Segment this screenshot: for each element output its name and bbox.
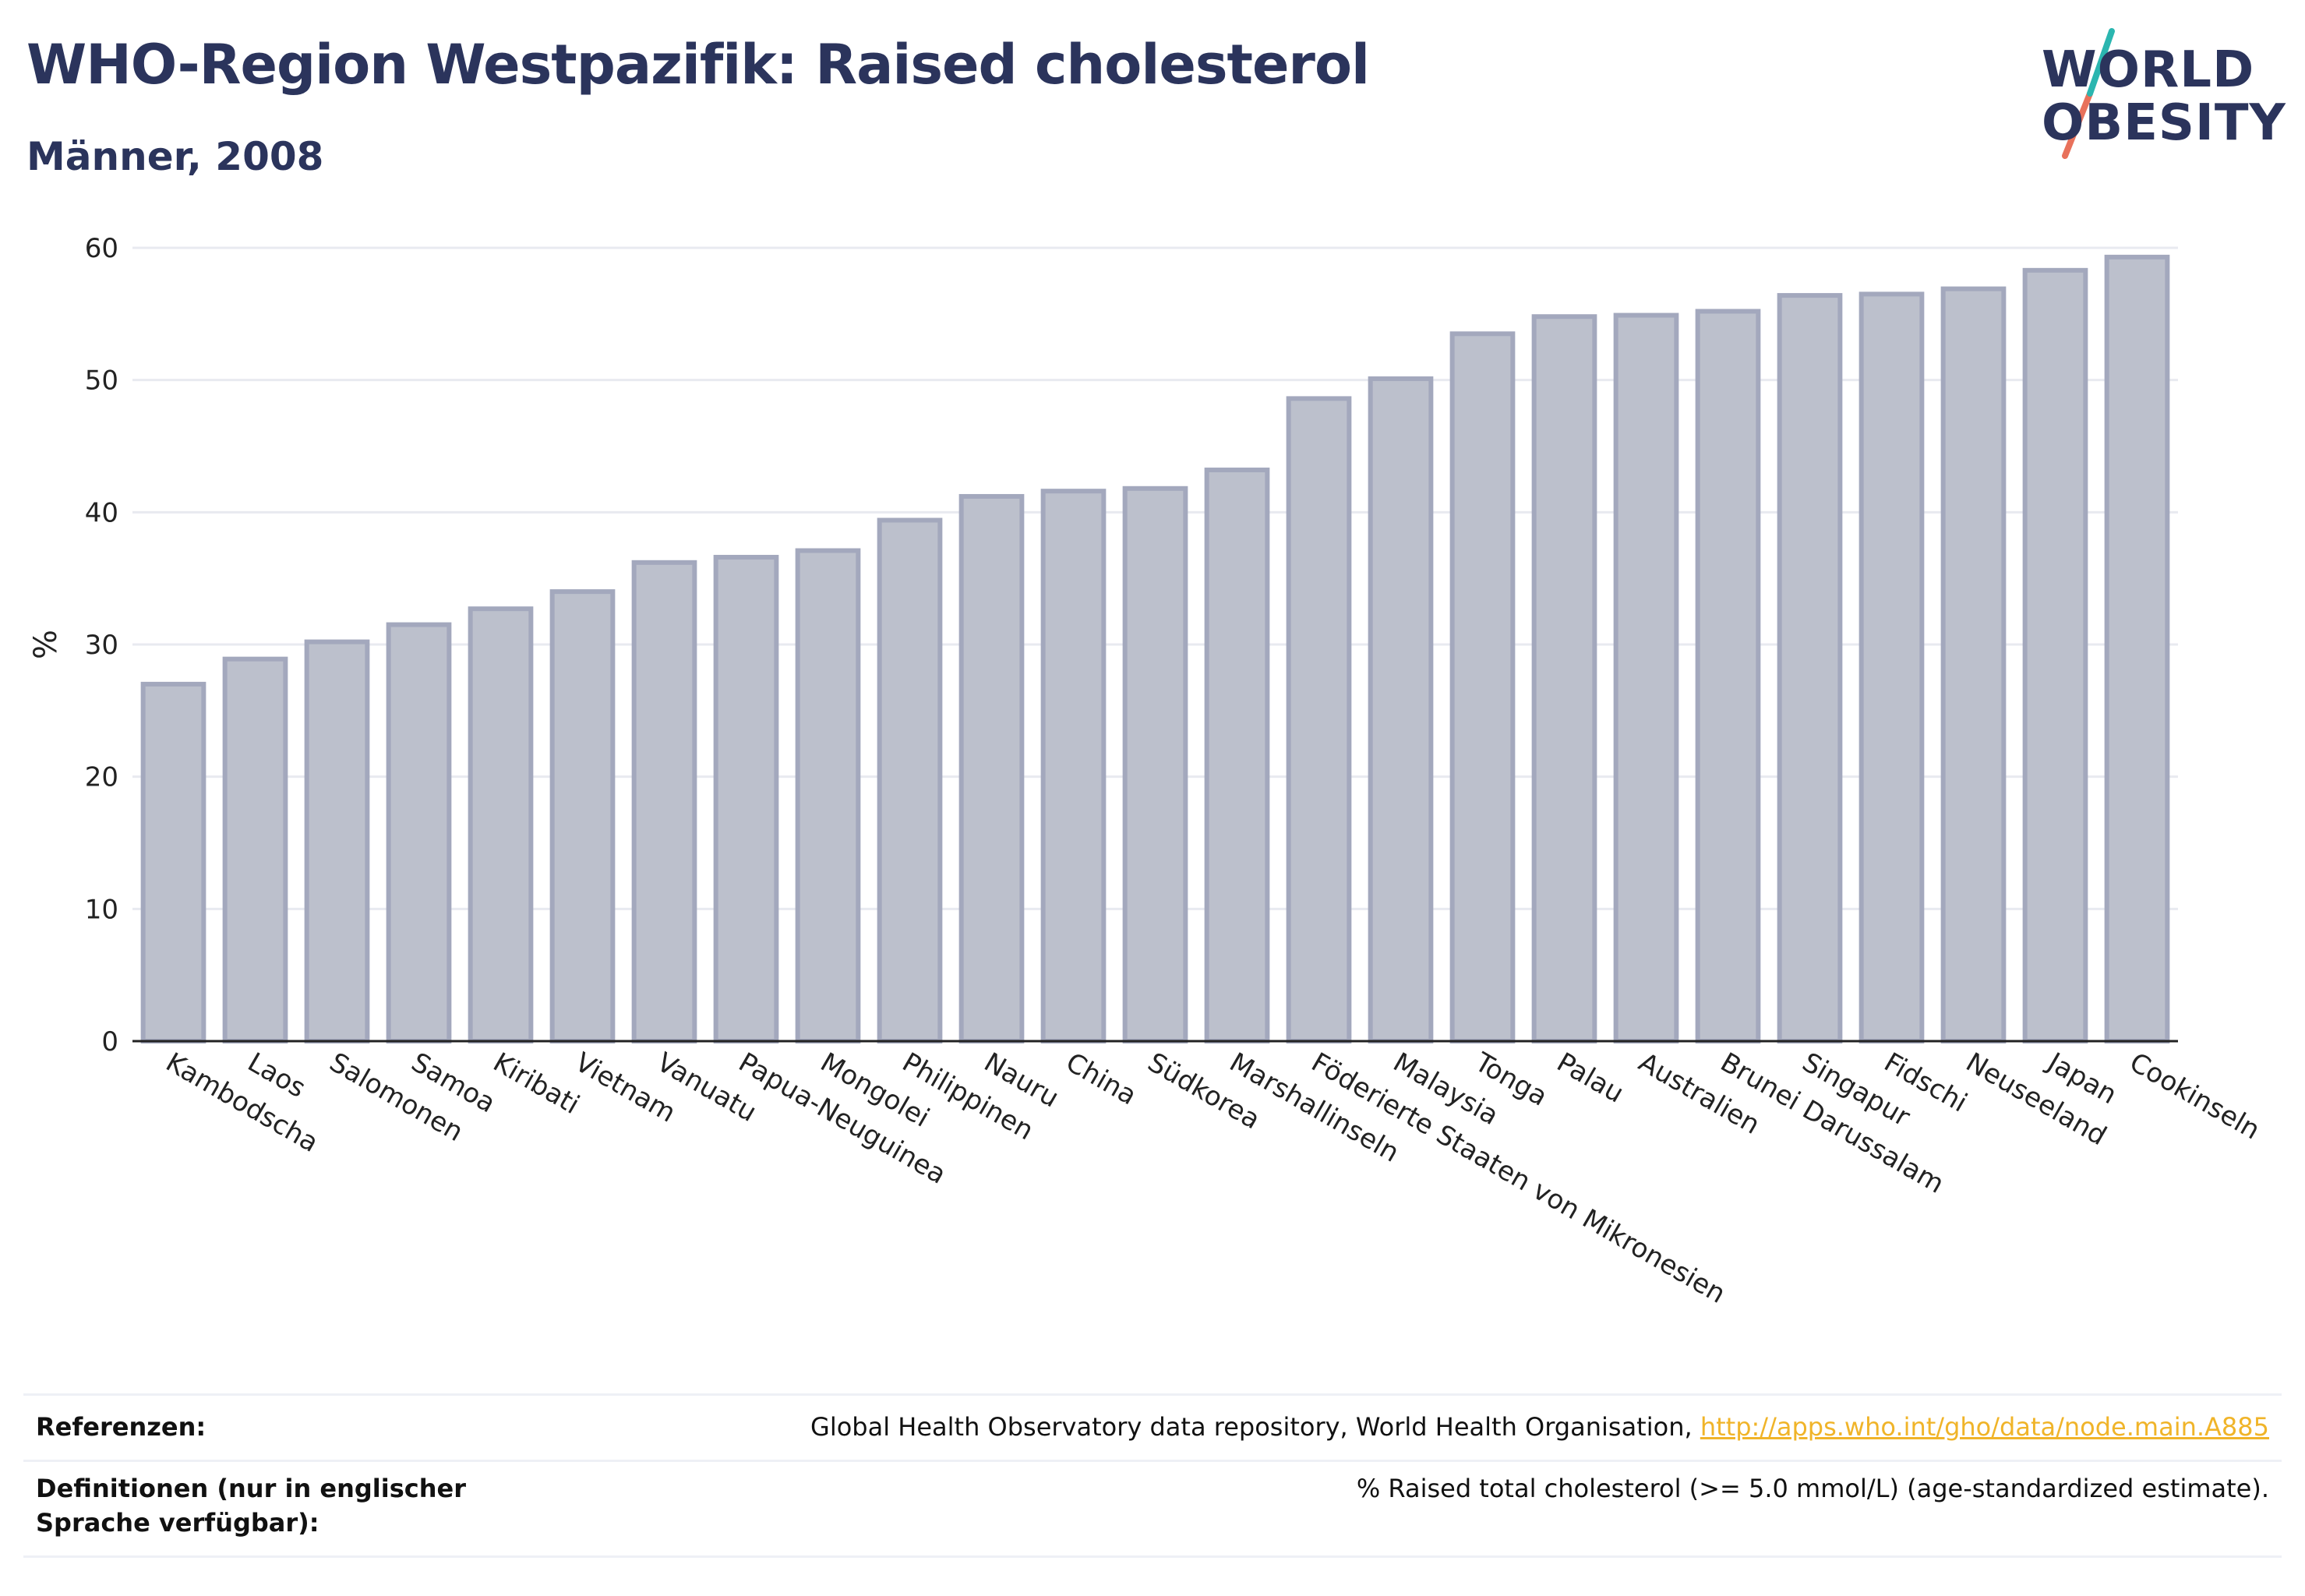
references-link[interactable]: http://apps.who.int/gho/data/node.main.A… <box>1700 1412 2269 1442</box>
y-tick-label: 50 <box>85 365 118 397</box>
bar <box>304 639 370 1043</box>
bar <box>1204 468 1270 1044</box>
bar <box>1940 286 2007 1043</box>
y-tick-label: 0 <box>101 1026 118 1058</box>
x-tick-label: Cookinseln <box>2124 1047 2265 1146</box>
bar <box>1531 314 1597 1043</box>
bars <box>140 254 2170 1044</box>
logo-line1: WORLD <box>2042 41 2255 99</box>
bar <box>713 555 779 1043</box>
bar <box>1449 331 1516 1044</box>
bar <box>468 606 534 1043</box>
x-tick-label: Kambodscha <box>161 1047 323 1159</box>
x-tick-label: Palau <box>1551 1047 1629 1109</box>
bar <box>631 560 697 1044</box>
footer-table: Referenzen: Global Health Observatory da… <box>23 1393 2282 1558</box>
definitions-row: Definitionen (nur in englischer Sprache … <box>23 1460 2282 1558</box>
bar <box>140 681 206 1044</box>
definitions-value: % Raised total cholesterol (>= 5.0 mmol/… <box>1356 1474 2269 1503</box>
bar <box>1777 293 1843 1043</box>
bar <box>1122 486 1188 1043</box>
bar <box>2104 254 2170 1044</box>
bar <box>549 589 616 1043</box>
bar <box>795 548 861 1043</box>
bar <box>1695 309 1761 1043</box>
world-obesity-logo: WORLD OBESITY <box>2026 23 2291 171</box>
bar <box>877 517 943 1044</box>
y-tick-label: 30 <box>85 630 118 661</box>
x-tick-label: China <box>1061 1047 1142 1111</box>
bar <box>1040 489 1107 1044</box>
bar <box>386 622 452 1043</box>
y-tick-label: 40 <box>85 497 118 528</box>
logo-line2: OBESITY <box>2042 94 2286 152</box>
bar <box>1858 291 1925 1043</box>
bar <box>958 493 1025 1043</box>
references-label: Referenzen: <box>36 1412 206 1442</box>
y-tick-label: 20 <box>85 762 118 793</box>
references-text: Global Health Observatory data repositor… <box>810 1412 1700 1442</box>
chart-title: WHO-Region Westpazifik: Raised cholester… <box>26 33 1370 97</box>
x-tick-label: Kiribati <box>488 1047 584 1121</box>
y-tick-label: 10 <box>85 894 118 925</box>
references-value: Global Health Observatory data repositor… <box>810 1410 2269 1444</box>
bar <box>1368 376 1434 1044</box>
y-axis-ticks: 0 10 20 30 40 50 60 <box>85 233 118 1058</box>
references-row: Referenzen: Global Health Observatory da… <box>23 1393 2282 1460</box>
bar <box>2022 267 2088 1044</box>
chart-subtitle: Männer, 2008 <box>26 134 324 179</box>
logo-slash-icon <box>2062 28 2115 159</box>
y-axis-label: % <box>28 630 64 659</box>
bar <box>1286 396 1352 1044</box>
definitions-label: Definitionen (nur in englischer Sprache … <box>36 1474 466 1538</box>
bar <box>222 656 288 1043</box>
bar <box>1613 312 1679 1043</box>
y-tick-label: 60 <box>85 233 118 264</box>
